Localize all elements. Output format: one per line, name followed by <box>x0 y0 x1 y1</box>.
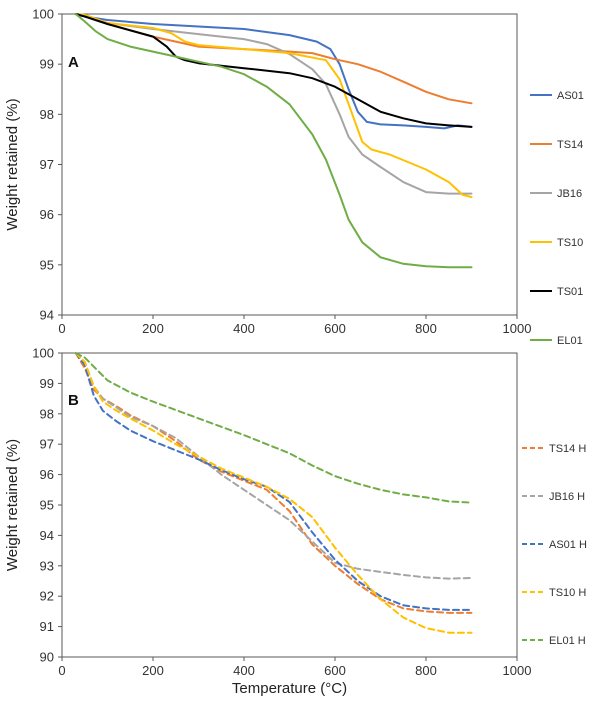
chart-b-x-tick-label: 200 <box>142 663 164 678</box>
chart-b-y-tick-label: 90 <box>40 650 54 665</box>
chart-b-y-tick-label: 92 <box>40 589 54 604</box>
chart-a-legend-label: EL01 <box>557 335 583 347</box>
chart-a-y-axis-label: Weight retained (%) <box>4 98 21 230</box>
chart-a-y-tick-label: 95 <box>40 257 54 272</box>
chart-b-series-el01-h <box>74 352 473 504</box>
chart-a-series-as01 <box>74 13 473 130</box>
chart-b-y-tick-label: 95 <box>40 498 54 513</box>
chart-a-y-tick-label: 94 <box>40 308 54 323</box>
chart-b-plot-frame <box>61 352 518 658</box>
chart-b-legend-label: JB16 H <box>549 491 585 503</box>
chart-a-legend-label: TS01 <box>557 286 583 298</box>
chart-b-y-tick-label: 93 <box>40 558 54 573</box>
chart-b-x-tick-label: 600 <box>324 663 346 678</box>
chart-b-x-tick-label: 400 <box>233 663 255 678</box>
chart-b-y-tick-label: 91 <box>40 619 54 634</box>
chart-b-y-tick-label: 99 <box>40 376 54 391</box>
chart-a-plot-frame <box>61 13 518 316</box>
chart-a-y-tick-label: 97 <box>40 157 54 172</box>
chart-b-series-jb16-h <box>74 352 473 580</box>
chart-a-legend-label: AS01 <box>557 90 584 102</box>
chart-a-series-ts10 <box>74 13 473 199</box>
chart-a-legend-label: JB16 <box>557 188 582 200</box>
chart-a-series-jb16 <box>74 13 473 195</box>
chart-a-x-tick-label: 800 <box>415 321 437 336</box>
chart-a-y-tick-label: 98 <box>40 107 54 122</box>
chart-a-legend-label: TS10 <box>557 237 583 249</box>
chart-b-series-as01-h <box>74 352 473 611</box>
chart-a-y-tick-label: 96 <box>40 207 54 222</box>
chart-a-panel-letter: A <box>68 54 79 71</box>
chart-a-y-tick-label: 100 <box>32 7 54 22</box>
chart-a-x-tick-label: 1000 <box>503 321 532 336</box>
chart-b-y-tick-label: 96 <box>40 467 54 482</box>
chart-b-x-tick-label: 1000 <box>503 663 532 678</box>
chart-a-x-tick-label: 0 <box>58 321 65 336</box>
chart-a-x-tick-label: 600 <box>324 321 346 336</box>
chart-a-y-tick-label: 99 <box>40 57 54 72</box>
chart-b-legend-label: EL01 H <box>549 635 586 647</box>
chart-b-y-tick-label: 98 <box>40 406 54 421</box>
chart-b-y-tick-label: 100 <box>32 346 54 361</box>
chart-b-panel-letter: B <box>68 392 79 409</box>
chart-b-series-ts14-h <box>74 352 473 614</box>
chart-b-y-axis-label: Weight retained (%) <box>4 439 21 571</box>
chart-b-legend-label: AS01 H <box>549 539 587 551</box>
chart-a-x-tick-label: 400 <box>233 321 255 336</box>
chart-a-legend-label: TS14 <box>557 139 583 151</box>
chart-b-legend-label: TS10 H <box>549 587 586 599</box>
chart-b-y-tick-label: 94 <box>40 528 54 543</box>
chart-b-x-axis-label: Temperature (°C) <box>232 680 347 697</box>
chart-b-legend-label: TS14 H <box>549 443 586 455</box>
chart-a-x-tick-label: 200 <box>142 321 164 336</box>
chart-a-series-el01 <box>74 13 473 269</box>
chart-b-y-tick-label: 97 <box>40 437 54 452</box>
chart-b-x-tick-label: 800 <box>415 663 437 678</box>
chart-b-x-tick-label: 0 <box>58 663 65 678</box>
chart-a-series-ts01 <box>74 13 473 128</box>
chart-b-series-ts10-h <box>74 352 473 634</box>
